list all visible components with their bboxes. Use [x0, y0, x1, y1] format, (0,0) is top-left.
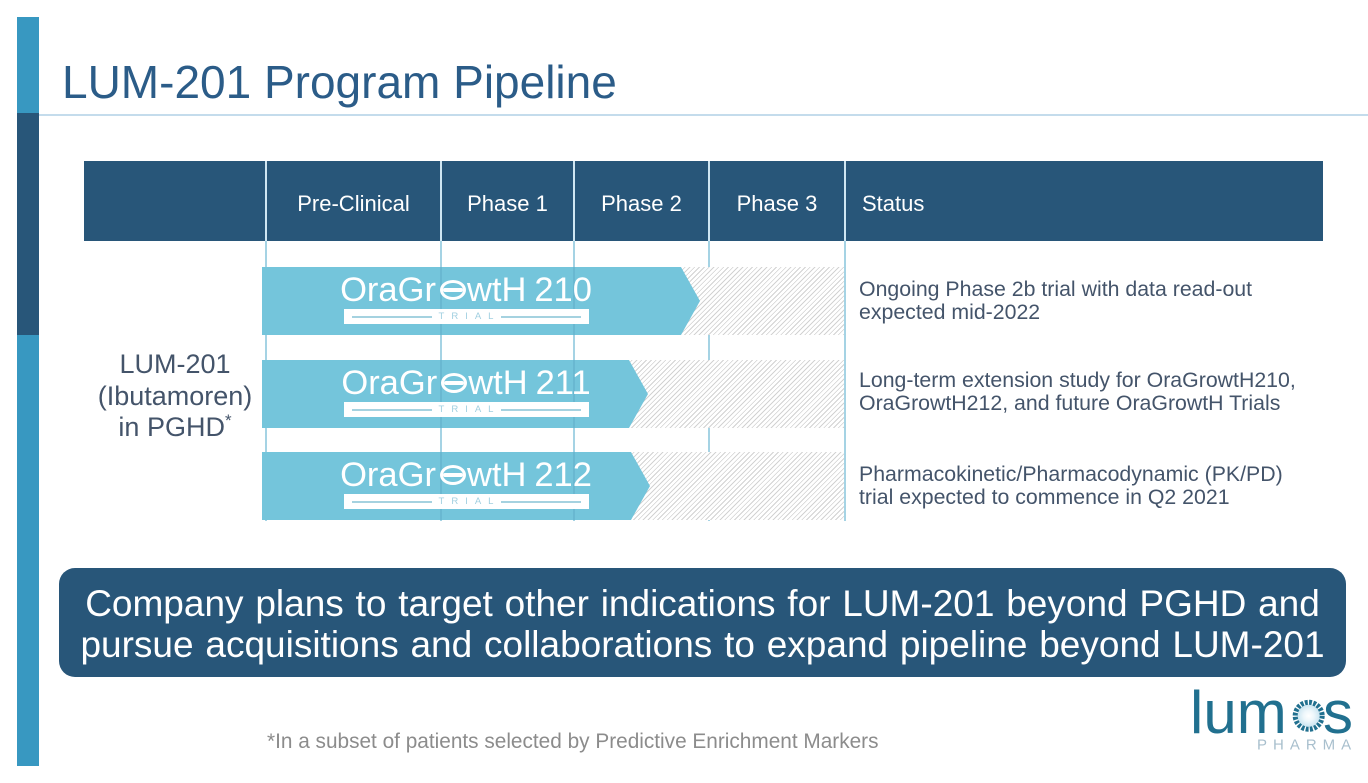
- svg-text:PHARMA: PHARMA: [1257, 737, 1357, 754]
- svg-text:s: s: [1323, 679, 1353, 746]
- svg-text:lum: lum: [1190, 679, 1287, 746]
